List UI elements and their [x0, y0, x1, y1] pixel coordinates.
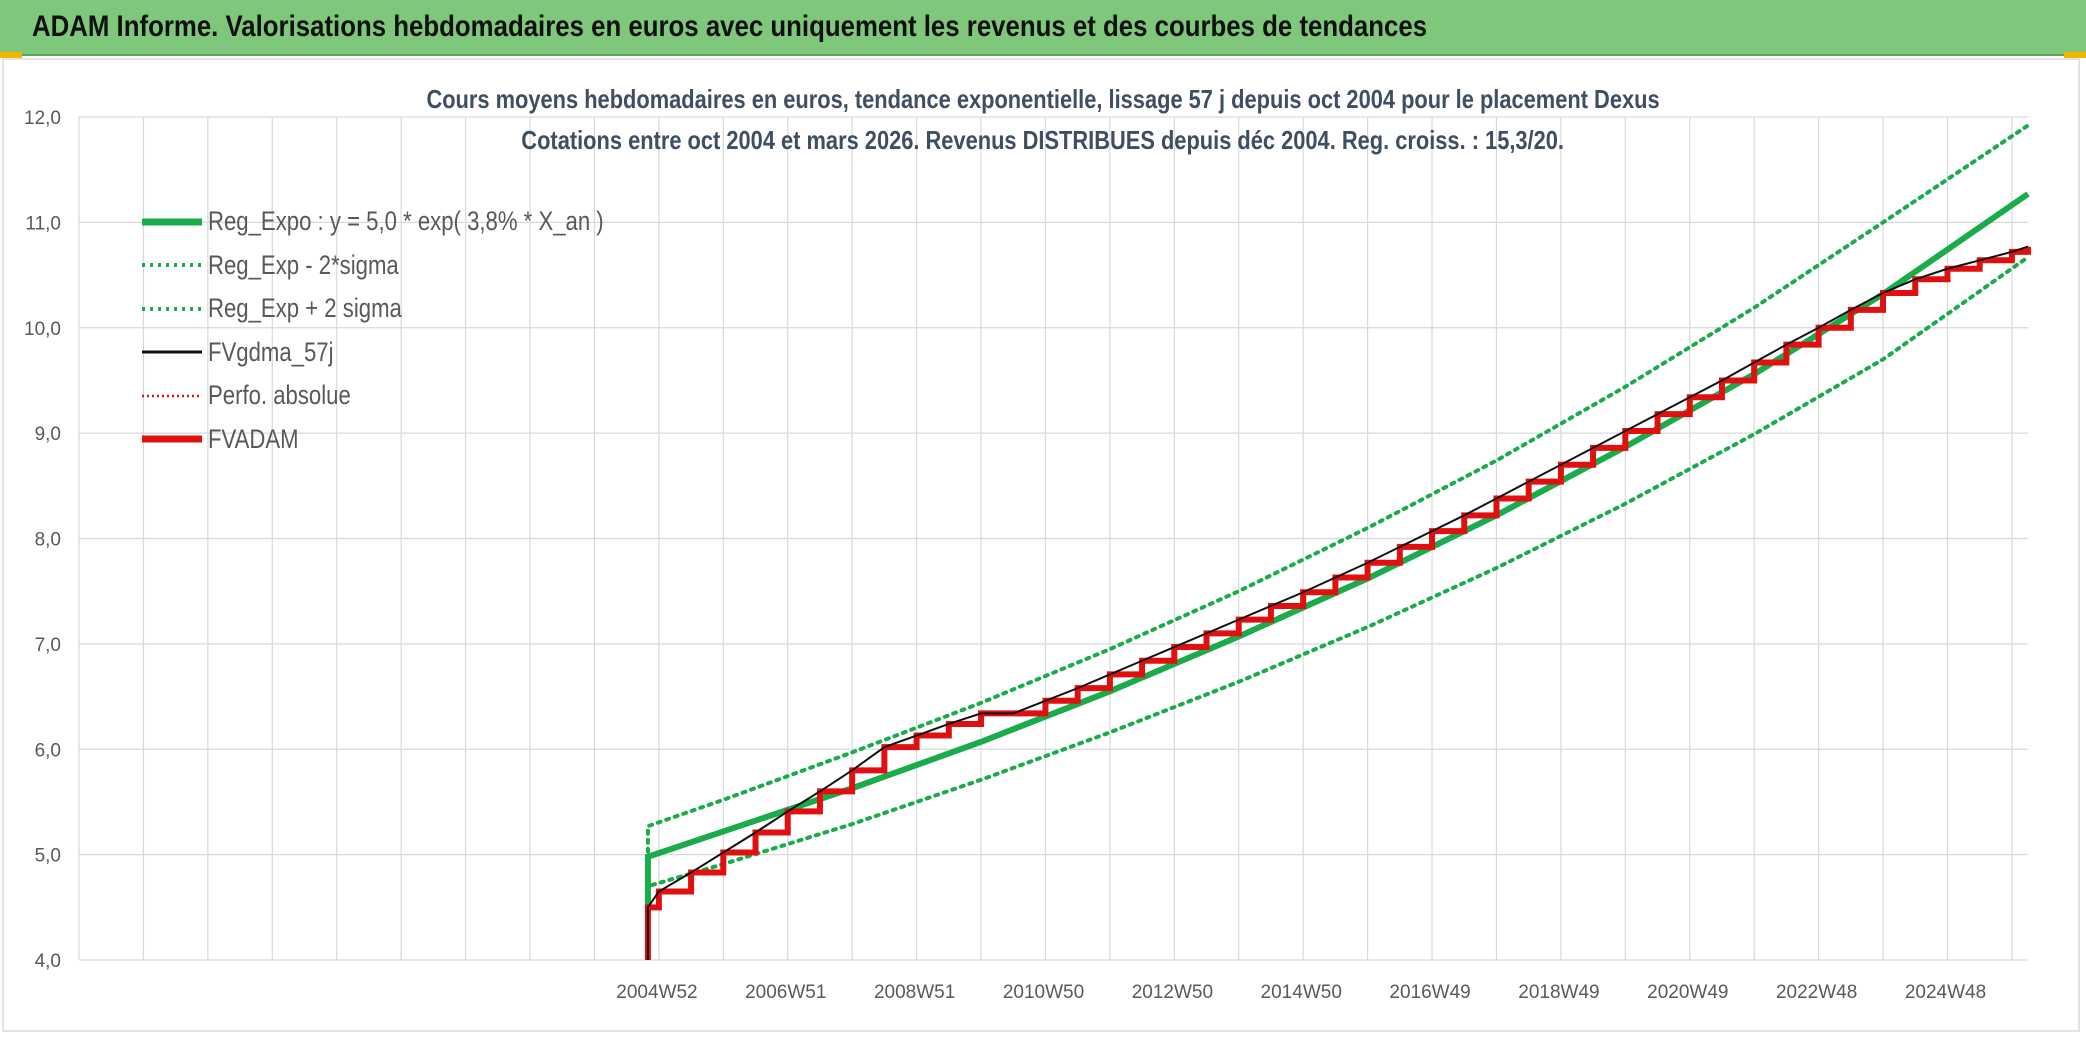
- chart-frame: [2, 58, 2080, 1032]
- series-reg-exp-plus-2sigma: [645, 123, 2030, 899]
- legend-item-fvgdma: FVgdma_57j: [142, 331, 691, 375]
- legend-swatch-solid-green: [142, 218, 202, 226]
- legend-swatch-dotted-green: [142, 263, 202, 268]
- legend-item-reg-expo: Reg_Expo : y = 5,0 * exp( 3,8% * X_an ): [142, 200, 691, 244]
- y-tick-label: 5,0: [35, 846, 61, 867]
- chart-title: Cours moyens hebdomadaires en euros, ten…: [0, 84, 2086, 115]
- x-tick-label: 2006W51: [745, 982, 826, 1003]
- legend-label: FVgdma_57j: [208, 336, 334, 367]
- x-tick-label: 2022W48: [1776, 982, 1857, 1003]
- y-tick-label: 12,0: [24, 108, 61, 129]
- legend-swatch-dotted-red: [142, 394, 202, 397]
- legend: Reg_Expo : y = 5,0 * exp( 3,8% * X_an ) …: [142, 200, 691, 461]
- series-fvgdma-57j: [646, 245, 2029, 960]
- page-title: ADAM Informe. Valorisations hebdomadaire…: [32, 10, 1428, 43]
- series-fvadam: [644, 246, 2031, 960]
- corner-marker-right: [2064, 52, 2086, 58]
- y-tick-label: 10,0: [24, 319, 61, 340]
- x-tick-label: 2012W50: [1132, 982, 1213, 1003]
- x-tick-label: 2024W48: [1905, 982, 1986, 1003]
- y-tick-label: 11,0: [25, 213, 61, 234]
- legend-label: Reg_Expo : y = 5,0 * exp( 3,8% * X_an ): [208, 206, 604, 237]
- legend-item-reg-exp-minus: Reg_Exp - 2*sigma: [142, 244, 691, 288]
- chart-subtitle-text: Cotations entre oct 2004 et mars 2026. R…: [521, 125, 1565, 155]
- y-tick-label: 9,0: [35, 424, 61, 445]
- y-tick-label: 6,0: [35, 740, 61, 761]
- y-tick-label: 8,0: [35, 530, 61, 551]
- legend-swatch-solid-black: [142, 350, 202, 354]
- x-tick-label: 2020W49: [1647, 982, 1728, 1003]
- corner-marker-left: [0, 52, 22, 58]
- y-tick-label: 7,0: [35, 635, 61, 656]
- legend-label: Reg_Exp + 2 sigma: [208, 293, 402, 324]
- legend-label: Reg_Exp - 2*sigma: [208, 249, 399, 280]
- legend-swatch-solid-red: [142, 435, 202, 443]
- grid-lines: [78, 116, 2028, 961]
- chart-title-text: Cours moyens hebdomadaires en euros, ten…: [426, 84, 1660, 114]
- legend-label: FVADAM: [208, 423, 299, 454]
- legend-item-reg-exp-plus: Reg_Exp + 2 sigma: [142, 287, 691, 331]
- x-tick-label: 2016W49: [1389, 982, 1470, 1003]
- chart-subtitle: Cotations entre oct 2004 et mars 2026. R…: [0, 125, 2086, 156]
- series-lines: [644, 123, 2031, 960]
- y-tick-label: 4,0: [35, 951, 61, 972]
- series-reg-expo: [644, 191, 2030, 908]
- header-banner: ADAM Informe. Valorisations hebdomadaire…: [0, 0, 2086, 56]
- legend-item-fvadam: FVADAM: [142, 418, 691, 462]
- x-tick-label: 2008W51: [874, 982, 955, 1003]
- legend-item-perfo-absolue: Perfo. absolue: [142, 374, 691, 418]
- x-tick-label: 2018W49: [1518, 982, 1599, 1003]
- legend-label: Perfo. absolue: [208, 380, 351, 411]
- y-axis-ticks: 4,0 5,0 6,0 7,0 8,0 9,0 10,0 11,0 12,0: [24, 108, 61, 972]
- x-axis-ticks: 2004W52 2006W51 2008W51 2010W50 2012W50 2014W…: [616, 982, 1986, 1003]
- legend-swatch-dotted-green: [142, 306, 202, 311]
- x-tick-label: 2010W50: [1003, 982, 1084, 1003]
- x-tick-label: 2004W52: [616, 982, 697, 1003]
- x-tick-label: 2014W50: [1261, 982, 1342, 1003]
